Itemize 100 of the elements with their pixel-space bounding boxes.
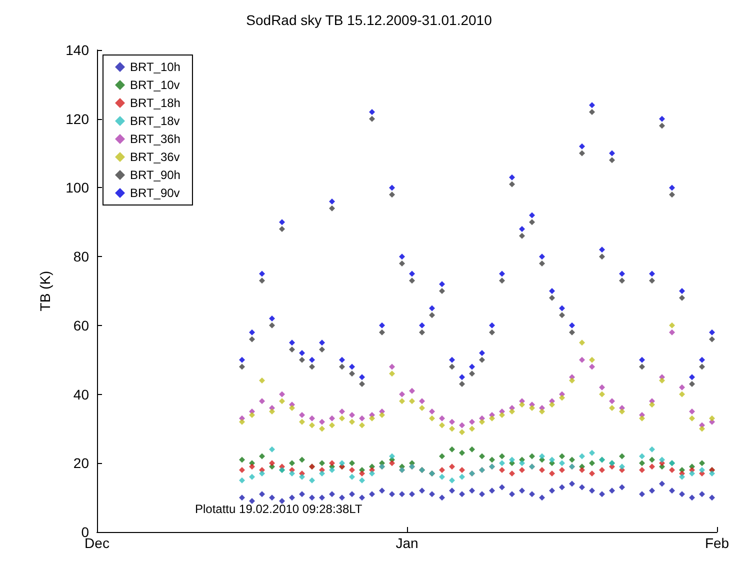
point	[299, 418, 305, 425]
point	[299, 456, 305, 463]
point	[609, 405, 615, 412]
point	[519, 460, 525, 466]
point	[389, 184, 395, 191]
point	[579, 143, 585, 150]
point	[329, 460, 335, 466]
x-tick-label: Feb	[704, 535, 730, 551]
point	[459, 491, 465, 498]
point	[269, 460, 275, 466]
point	[469, 488, 475, 494]
point	[339, 408, 345, 414]
point	[599, 491, 605, 498]
point	[369, 470, 375, 476]
point	[549, 294, 555, 301]
point	[519, 402, 525, 408]
point	[649, 464, 655, 470]
point	[669, 488, 675, 494]
point	[379, 488, 385, 494]
point	[549, 488, 555, 494]
point	[329, 198, 335, 204]
point	[519, 226, 525, 232]
point	[369, 108, 375, 115]
point	[539, 254, 545, 260]
point	[539, 408, 545, 414]
point	[449, 356, 455, 363]
point	[439, 467, 445, 474]
point	[429, 312, 435, 318]
point	[449, 464, 455, 470]
point	[349, 364, 355, 370]
point	[389, 370, 395, 377]
point	[619, 484, 625, 490]
point	[419, 398, 425, 404]
point	[609, 488, 615, 494]
point	[359, 380, 365, 387]
point	[709, 415, 715, 422]
point	[349, 412, 355, 418]
point	[359, 470, 365, 476]
point	[679, 294, 685, 301]
point	[279, 398, 285, 404]
point	[469, 364, 475, 370]
point	[329, 415, 335, 422]
point	[399, 391, 405, 398]
point	[709, 494, 715, 501]
point	[519, 467, 525, 474]
point	[299, 412, 305, 418]
point	[269, 322, 275, 328]
point	[659, 122, 665, 129]
point	[579, 453, 585, 460]
point	[359, 422, 365, 428]
point	[369, 116, 375, 122]
point	[439, 281, 445, 288]
point	[459, 422, 465, 428]
point	[409, 491, 415, 498]
point	[499, 412, 505, 418]
y-tick-label: 20	[73, 455, 90, 472]
point	[599, 384, 605, 390]
point	[459, 429, 465, 436]
point	[469, 446, 475, 452]
point	[239, 364, 245, 370]
point	[559, 453, 565, 460]
point	[239, 418, 245, 425]
point	[359, 374, 365, 380]
point	[559, 312, 565, 318]
x-tick-label: Jan	[396, 535, 418, 551]
point	[489, 329, 495, 336]
point	[549, 402, 555, 408]
point	[269, 494, 275, 501]
point	[499, 467, 505, 474]
point	[309, 356, 315, 363]
point	[259, 491, 265, 498]
point	[279, 498, 285, 504]
point	[539, 453, 545, 460]
point	[369, 415, 375, 422]
y-tick-label: 40	[73, 386, 90, 402]
point	[689, 380, 695, 387]
point	[239, 356, 245, 363]
point	[689, 470, 695, 476]
point	[459, 474, 465, 480]
point	[539, 494, 545, 501]
point	[459, 380, 465, 387]
point	[569, 456, 575, 463]
point	[419, 322, 425, 328]
point	[339, 494, 345, 501]
point	[649, 402, 655, 408]
point	[409, 270, 415, 277]
point	[679, 391, 685, 398]
point	[369, 491, 375, 498]
point	[499, 270, 505, 277]
point	[319, 426, 325, 432]
point	[619, 278, 625, 284]
point	[619, 408, 625, 414]
point	[649, 278, 655, 284]
y-axis-title: TB (K)	[37, 270, 53, 312]
point	[399, 398, 405, 404]
point	[669, 184, 675, 191]
point	[499, 484, 505, 490]
point	[569, 329, 575, 336]
point	[449, 477, 455, 484]
point	[449, 488, 455, 494]
